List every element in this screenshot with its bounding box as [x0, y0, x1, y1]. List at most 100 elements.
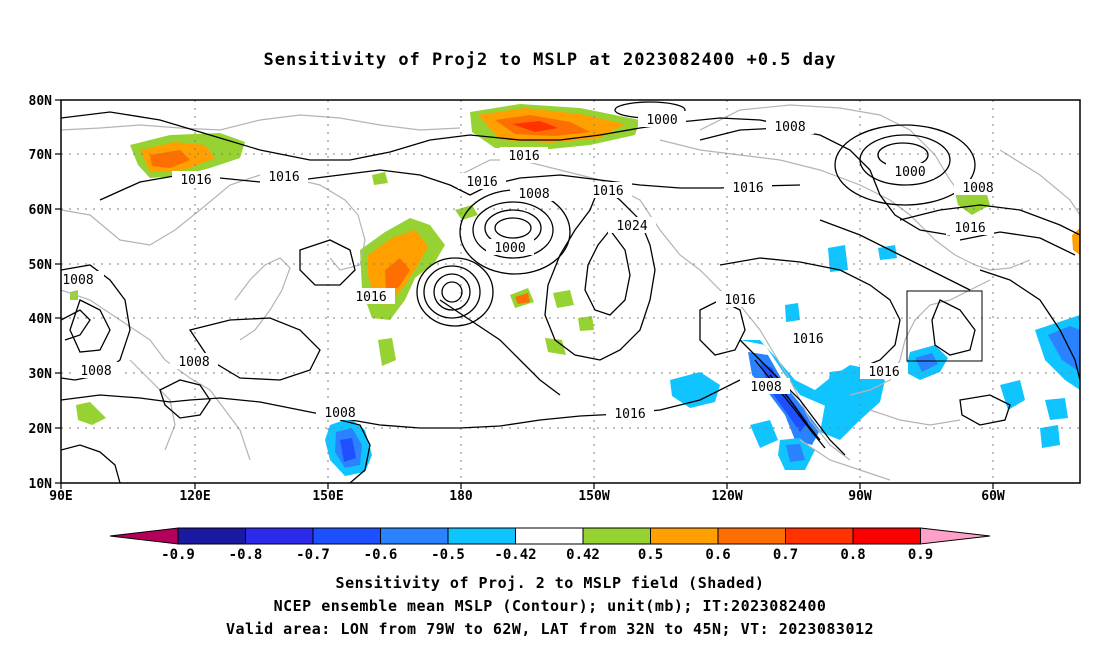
positive-shading — [385, 258, 410, 290]
svg-text:1016: 1016 — [724, 293, 755, 308]
positive-shading — [76, 402, 106, 425]
lon-label: 90E — [49, 489, 72, 504]
lon-label: 150W — [578, 489, 609, 504]
positive-shading — [1072, 228, 1080, 255]
svg-text:1016: 1016 — [508, 149, 539, 164]
colorbar-segment — [380, 527, 449, 545]
negative-shading — [1045, 398, 1068, 420]
svg-text:1016: 1016 — [592, 184, 623, 199]
colorbar-label: 0.6 — [705, 547, 730, 563]
shaded-sensitivity — [70, 104, 1080, 476]
svg-text:1016: 1016 — [954, 221, 985, 236]
contour-label: 1008 — [766, 118, 814, 135]
contour-label: 1016 — [172, 171, 220, 188]
svg-text:1008: 1008 — [774, 120, 805, 135]
svg-text:1016: 1016 — [868, 365, 899, 380]
lon-label: 150E — [312, 489, 343, 504]
lat-label: 70N — [29, 148, 53, 163]
negative-shading — [1000, 380, 1025, 410]
contour-label: 1016 — [946, 219, 994, 236]
colorbar-segment — [245, 527, 314, 545]
svg-text:1016: 1016 — [732, 181, 763, 196]
lon-label: 60W — [981, 489, 1005, 504]
svg-text:1000: 1000 — [646, 113, 677, 128]
contour-label: 1016 — [458, 173, 506, 190]
svg-text:1016: 1016 — [792, 332, 823, 347]
colorbar — [109, 527, 991, 545]
valid-area-box — [906, 290, 983, 362]
positive-shading — [578, 316, 594, 331]
contour-label: 1008 — [61, 271, 104, 288]
lat-label: 40N — [29, 312, 53, 327]
contour-label: 1024 — [608, 217, 656, 234]
tick-marks — [55, 99, 994, 489]
positive-shading — [545, 338, 566, 355]
contour-label: 1008 — [72, 362, 120, 379]
svg-text:1000: 1000 — [494, 241, 525, 256]
caption-line-3: Valid area: LON from 79W to 62W, LAT fro… — [225, 620, 875, 638]
colorbar-segment — [650, 527, 719, 545]
map-title: Sensitivity of Proj2 to MSLP at 20230824… — [263, 50, 837, 70]
colorbar-label: -0.42 — [494, 547, 536, 563]
svg-text:1024: 1024 — [616, 219, 647, 234]
lat-label: 80N — [29, 94, 53, 109]
lat-label: 60N — [29, 203, 53, 218]
lat-label: 30N — [29, 367, 53, 382]
colorbar-segment — [785, 527, 854, 545]
lat-label: 50N — [29, 258, 53, 273]
contour-label: 1000 — [638, 111, 686, 128]
colorbar-segment — [447, 527, 516, 545]
colorbar-segment — [582, 527, 651, 545]
svg-text:1016: 1016 — [614, 407, 645, 422]
svg-text:1008: 1008 — [750, 380, 781, 395]
colorbar-segment — [177, 527, 246, 545]
contour-label: 1000 — [886, 163, 934, 180]
plot-area: 1000 1008 1016 1016 1016 1016 1008 1000 … — [61, 100, 1080, 483]
colorbar-label: 0.5 — [638, 547, 663, 563]
colorbar-label: -0.6 — [364, 547, 398, 563]
contour-label: 1016 — [724, 179, 772, 196]
contour-label: 1008 — [316, 404, 364, 421]
colorbar-label: 0.7 — [773, 547, 798, 563]
svg-text:1016: 1016 — [466, 175, 497, 190]
longitude-labels: 90E 120E 150E 180 150W 120W 90W 60W — [49, 489, 1005, 504]
colorbar-label: 0.42 — [566, 547, 600, 563]
plot-frame — [60, 99, 1081, 484]
contour-label: 1016 — [716, 291, 764, 308]
contour-labels: 1000 1008 1016 1016 1016 1016 1008 1000 … — [61, 111, 1002, 422]
negative-shading — [1040, 425, 1060, 448]
colorbar-label: -0.7 — [296, 547, 330, 563]
positive-shading — [515, 293, 530, 304]
lon-label: 120E — [179, 489, 210, 504]
contour-label: 1016 — [347, 288, 395, 305]
contour-label: 1008 — [510, 185, 558, 202]
colorbar-labels: -0.9 -0.8 -0.7 -0.6 -0.5 -0.42 0.42 0.5 … — [161, 547, 933, 563]
svg-text:1000: 1000 — [894, 165, 925, 180]
lon-label: 90W — [848, 489, 872, 504]
colorbar-label: 0.8 — [840, 547, 865, 563]
negative-shading — [1048, 326, 1080, 372]
svg-text:1008: 1008 — [962, 181, 993, 196]
negative-shading — [820, 368, 885, 440]
negative-shading — [750, 420, 778, 448]
colorbar-label: 0.9 — [908, 547, 933, 563]
contour-label: 1008 — [742, 378, 790, 395]
svg-text:1016: 1016 — [180, 173, 211, 188]
colorbar-label: -0.5 — [431, 547, 465, 563]
colorbar-label: -0.8 — [229, 547, 263, 563]
contour-label: 1008 — [170, 353, 218, 370]
negative-shading — [786, 444, 805, 462]
lon-label: 180 — [449, 489, 473, 504]
contour-label: 1016 — [784, 330, 832, 347]
negative-shading — [785, 303, 800, 322]
svg-text:1008: 1008 — [62, 273, 93, 288]
contour-label: 1016 — [260, 168, 308, 185]
colorbar-segment — [312, 527, 381, 545]
latitude-labels: 80N 70N 60N 50N 40N 30N 20N 10N — [29, 94, 53, 492]
svg-text:1016: 1016 — [268, 170, 299, 185]
negative-shading — [670, 372, 720, 408]
contour-label: 1016 — [500, 147, 548, 164]
svg-text:1016: 1016 — [355, 290, 386, 305]
positive-shading — [378, 338, 396, 366]
negative-shading — [878, 245, 897, 260]
